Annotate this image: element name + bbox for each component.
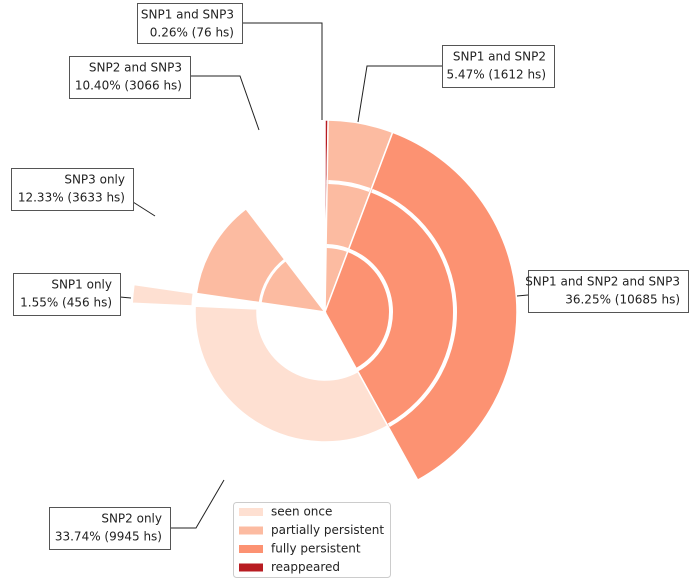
annotation-value: 36.25% (10685 hs) [565, 293, 680, 307]
wedge [195, 207, 327, 314]
annotation-value: 0.26% (76 hs) [150, 26, 234, 40]
wedge [194, 305, 389, 443]
legend-swatch [239, 545, 263, 553]
annotation-name: SNP2 only [101, 512, 162, 526]
annotation-box [442, 45, 555, 88]
annotation-name: SNP1 only [51, 278, 112, 292]
annotation-box [528, 270, 689, 313]
leader-line [170, 479, 225, 529]
annotation-value: 10.40% (3066 hs) [75, 79, 182, 93]
legend-swatch [239, 563, 263, 572]
wedge [324, 131, 518, 482]
legend-swatch [239, 508, 263, 516]
leader-line [242, 22, 323, 120]
legend-label: seen once [271, 505, 332, 519]
annotation-box [11, 168, 134, 211]
ring-gap [258, 258, 287, 303]
legend-label: fully persistent [271, 542, 361, 556]
legend-label: partially persistent [271, 523, 384, 537]
leader-line [357, 65, 442, 123]
annotation-value: 1.55% (456 hs) [20, 296, 112, 310]
annotation-box [69, 56, 191, 99]
ring-gap [328, 180, 371, 192]
leader-line [132, 201, 156, 217]
legend-box [233, 502, 391, 578]
annotation-name: SNP3 only [64, 173, 125, 187]
annotation-name: SNP1 and SNP2 and SNP3 [525, 275, 680, 289]
annotation-box [137, 3, 243, 44]
annotation-value: 33.74% (9945 hs) [55, 530, 162, 544]
annotation-box [49, 507, 171, 550]
leader-line [119, 296, 132, 299]
legend-swatch [239, 526, 263, 535]
annotation-name: SNP1 and SNP2 [453, 50, 546, 64]
annotation-value: 5.47% (1612 hs) [446, 68, 546, 82]
annotation-name: SNP2 and SNP3 [89, 61, 182, 75]
annotation-name: SNP1 and SNP3 [141, 8, 234, 22]
legend-label: reappeared [271, 560, 340, 574]
ring-gap [348, 248, 393, 372]
annotation-value: 12.33% (3633 hs) [18, 191, 125, 205]
leader-line [516, 294, 529, 297]
wedge [131, 283, 195, 307]
ring-gap [326, 244, 349, 252]
leader-line [190, 75, 260, 131]
annotation-box [13, 273, 121, 316]
